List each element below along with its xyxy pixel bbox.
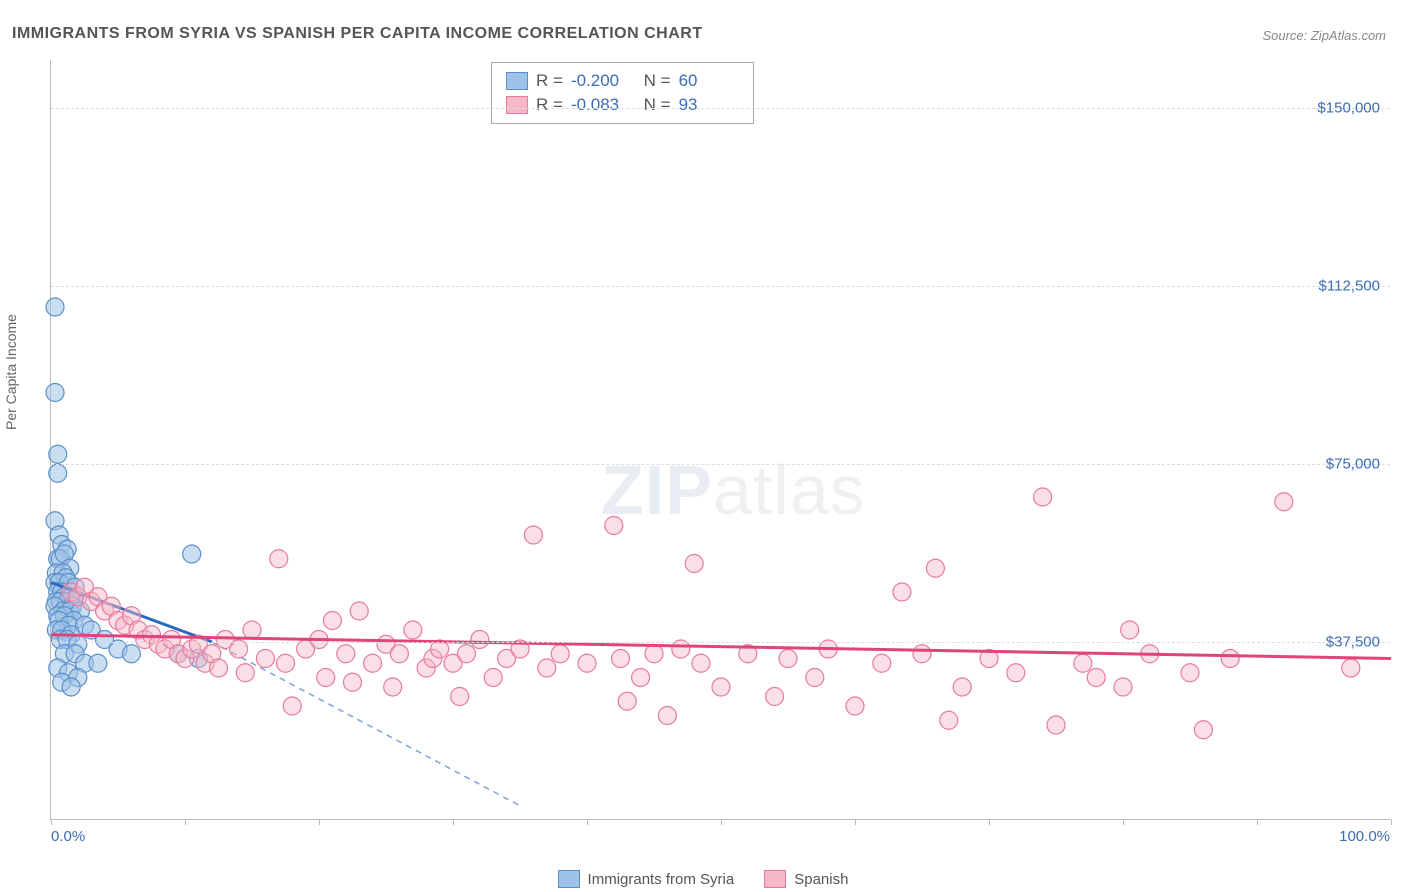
- scatter-point: [337, 645, 355, 663]
- y-axis-label: Per Capita Income: [3, 314, 19, 430]
- scatter-point: [846, 697, 864, 715]
- scatter-point: [524, 526, 542, 544]
- scatter-point: [806, 669, 824, 687]
- scatter-point: [913, 645, 931, 663]
- scatter-point: [645, 645, 663, 663]
- scatter-point: [390, 645, 408, 663]
- x-tick: [587, 819, 588, 825]
- x-tick-label: 100.0%: [1339, 828, 1390, 845]
- scatter-point: [1087, 669, 1105, 687]
- scatter-point: [1342, 659, 1360, 677]
- scatter-point: [940, 711, 958, 729]
- scatter-point: [612, 650, 630, 668]
- scatter-point: [685, 555, 703, 573]
- scatter-point: [183, 545, 201, 563]
- scatter-point: [632, 669, 650, 687]
- x-tick: [51, 819, 52, 825]
- scatter-point: [658, 707, 676, 725]
- legend-label: Immigrants from Syria: [588, 871, 735, 888]
- scatter-point: [46, 298, 64, 316]
- y-tick-label: $75,000: [1326, 455, 1380, 472]
- scatter-point: [270, 550, 288, 568]
- legend-item: Spanish: [764, 870, 848, 888]
- scatter-point: [451, 688, 469, 706]
- scatter-point: [605, 517, 623, 535]
- scatter-point: [46, 384, 64, 402]
- x-tick: [855, 819, 856, 825]
- legend-item: Immigrants from Syria: [558, 870, 735, 888]
- gridline: [51, 642, 1390, 643]
- scatter-point: [277, 654, 295, 672]
- scatter-point: [317, 669, 335, 687]
- scatter-point: [256, 650, 274, 668]
- legend-swatch: [764, 870, 786, 888]
- x-tick: [1257, 819, 1258, 825]
- scatter-point: [471, 631, 489, 649]
- x-tick: [319, 819, 320, 825]
- scatter-point: [1221, 650, 1239, 668]
- scatter-point: [283, 697, 301, 715]
- scatter-point: [1047, 716, 1065, 734]
- source-attribution: Source: ZipAtlas.com: [1262, 28, 1386, 43]
- scatter-point: [1121, 621, 1139, 639]
- scatter-point: [551, 645, 569, 663]
- scatter-point: [350, 602, 368, 620]
- scatter-point: [49, 464, 67, 482]
- scatter-point: [1194, 721, 1212, 739]
- gridline: [51, 286, 1390, 287]
- scatter-point: [1034, 488, 1052, 506]
- x-tick: [453, 819, 454, 825]
- scatter-point: [62, 678, 80, 696]
- x-tick: [1391, 819, 1392, 825]
- scatter-point: [538, 659, 556, 677]
- scatter-point: [364, 654, 382, 672]
- scatter-point: [384, 678, 402, 696]
- scatter-point: [49, 445, 67, 463]
- scatter-point: [953, 678, 971, 696]
- scatter-point: [712, 678, 730, 696]
- gridline: [51, 108, 1390, 109]
- x-tick: [989, 819, 990, 825]
- scatter-point: [578, 654, 596, 672]
- scatter-point: [404, 621, 422, 639]
- scatter-point: [1007, 664, 1025, 682]
- scatter-point: [243, 621, 261, 639]
- scatter-point: [89, 654, 107, 672]
- x-tick: [1123, 819, 1124, 825]
- legend-swatch: [558, 870, 580, 888]
- y-tick-label: $112,500: [1319, 277, 1380, 294]
- scatter-point: [1181, 664, 1199, 682]
- scatter-point: [323, 612, 341, 630]
- scatter-point: [779, 650, 797, 668]
- scatter-point: [1074, 654, 1092, 672]
- plot-area: ZIPatlas R =-0.200 N =60R =-0.083 N =93 …: [50, 60, 1390, 820]
- trend-line: [51, 635, 1391, 659]
- scatter-point: [236, 664, 254, 682]
- gridline: [51, 464, 1390, 465]
- scatter-svg: [51, 60, 1390, 819]
- scatter-point: [1275, 493, 1293, 511]
- scatter-point: [344, 673, 362, 691]
- scatter-point: [893, 583, 911, 601]
- x-tick: [185, 819, 186, 825]
- scatter-point: [873, 654, 891, 672]
- scatter-point: [618, 692, 636, 710]
- scatter-point: [926, 559, 944, 577]
- scatter-point: [766, 688, 784, 706]
- scatter-point: [122, 645, 140, 663]
- y-tick-label: $150,000: [1317, 99, 1380, 116]
- x-tick: [721, 819, 722, 825]
- scatter-point: [457, 645, 475, 663]
- y-tick-label: $37,500: [1326, 633, 1380, 650]
- scatter-point: [210, 659, 228, 677]
- x-tick-label: 0.0%: [51, 828, 85, 845]
- chart-title: IMMIGRANTS FROM SYRIA VS SPANISH PER CAP…: [12, 25, 703, 43]
- bottom-legend: Immigrants from Syria Spanish: [0, 870, 1406, 888]
- scatter-point: [484, 669, 502, 687]
- legend-label: Spanish: [794, 871, 848, 888]
- scatter-point: [1114, 678, 1132, 696]
- scatter-point: [692, 654, 710, 672]
